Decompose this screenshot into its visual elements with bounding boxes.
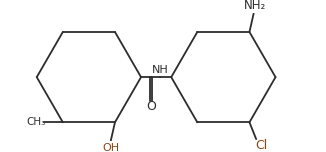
Text: NH₂: NH₂ [244, 0, 266, 12]
Text: O: O [146, 100, 156, 113]
Text: Cl: Cl [255, 139, 267, 152]
Text: NH: NH [152, 65, 169, 75]
Text: OH: OH [102, 143, 119, 152]
Text: CH₃: CH₃ [26, 117, 46, 127]
